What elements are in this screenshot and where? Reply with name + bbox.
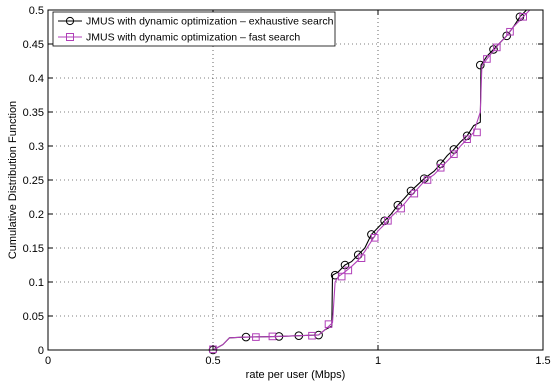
y-tick-label: 0.2 xyxy=(29,209,44,221)
data-point-fast xyxy=(473,128,481,137)
data-point-fast xyxy=(463,135,471,143)
y-tick-label: 0.45 xyxy=(23,39,44,51)
data-point-fast xyxy=(410,189,419,198)
y-tick-label: 0.1 xyxy=(29,277,44,289)
x-tick-label: 1.5 xyxy=(535,355,550,367)
data-point-fast xyxy=(357,254,366,262)
y-axis-label: Cumulative Distribution Function xyxy=(7,101,19,259)
data-point-fast xyxy=(384,217,392,225)
x-tick-label: 0 xyxy=(45,355,51,367)
series-layer xyxy=(208,9,531,355)
legend: JMUS with dynamic optimization – exhaust… xyxy=(52,11,336,47)
data-point-fast xyxy=(337,272,346,281)
y-tick-label: 0.3 xyxy=(29,141,44,153)
legend-marker-exhaustive xyxy=(65,16,75,26)
y-tick-label: 0.5 xyxy=(29,5,44,17)
x-tick-label: 1 xyxy=(375,355,381,367)
data-point-fast xyxy=(268,332,277,341)
data-point-exhaustive xyxy=(330,270,340,280)
x-axis-label: rate per user (Mbps) xyxy=(246,369,346,381)
data-point-fast xyxy=(493,43,501,52)
y-tick-label: 0.4 xyxy=(29,73,44,85)
data-point-fast xyxy=(252,333,260,341)
data-point-fast xyxy=(370,234,379,242)
data-point-fast xyxy=(344,266,353,275)
legend-label-fast: JMUS with dynamic optimization – fast se… xyxy=(86,32,300,44)
data-point-fast xyxy=(397,204,405,213)
y-tick-label: 0.35 xyxy=(23,107,44,119)
legend-label-exhaustive: JMUS with dynamic optimization – exhaust… xyxy=(86,16,334,28)
x-tick-label: 0.5 xyxy=(205,355,220,367)
data-point-fast xyxy=(436,163,445,172)
data-point-exhaustive xyxy=(476,60,485,70)
y-tick-label: 0 xyxy=(38,345,44,357)
y-tick-label: 0.05 xyxy=(23,311,44,323)
y-tick-label: 0.15 xyxy=(23,243,44,255)
series-line-fast xyxy=(212,9,531,351)
data-point-fast xyxy=(519,13,528,21)
data-point-fast xyxy=(423,176,432,184)
data-point-fast xyxy=(308,331,316,340)
data-point-fast xyxy=(483,55,491,63)
data-point-fast xyxy=(450,150,458,158)
data-point-fast xyxy=(324,320,333,328)
legend-box xyxy=(52,11,336,47)
data-point-fast xyxy=(506,27,514,36)
legend-marker-fast xyxy=(66,33,74,41)
y-tick-label: 0.25 xyxy=(23,175,44,187)
tick-labels: 0 0.5 1 1.5 0 0.05 0.1 0.15 0.2 0.25 0.3 0.35 0.4 0.4… xyxy=(23,5,551,367)
